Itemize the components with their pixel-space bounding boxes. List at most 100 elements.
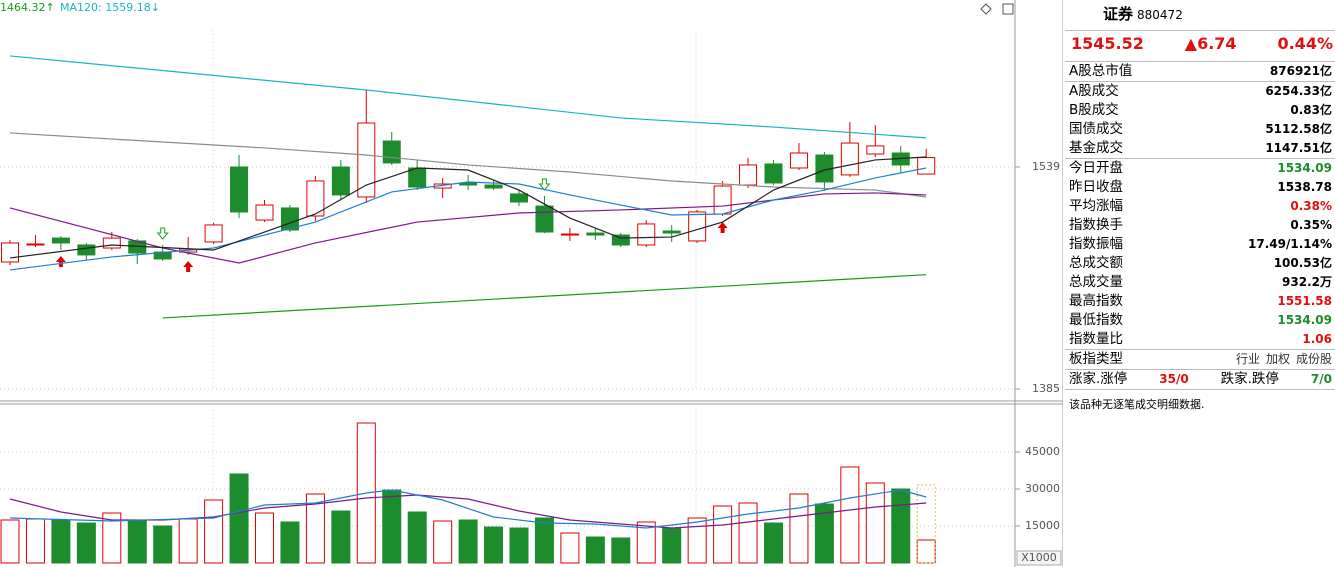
volume-bar [534,517,554,564]
price-change-pct: 0.44% [1277,34,1333,53]
stat-value: 1534.09 [1277,313,1332,327]
y-tick-label: 15000 [1025,519,1060,532]
type-option[interactable]: 加权 [1265,352,1290,366]
volume-bar [433,520,453,564]
volume-bar [662,527,682,564]
candle-body [866,145,885,155]
ma-line [9,132,927,198]
volume-bar [891,488,911,564]
candle-body [26,243,45,246]
volume-bar [331,510,351,564]
candle-body [637,223,656,246]
volume-bar [229,473,249,564]
stat-label: A股成交 [1069,83,1119,99]
stat-value: 6254.33亿 [1265,84,1332,98]
volume-bar [280,521,300,564]
projected-volume [916,484,936,564]
stat-value: 932.2万 [1282,275,1332,289]
stat-row: 国债成交 5112.58亿 [1065,120,1335,139]
volume-bar [255,512,274,564]
stat-value: 1147.51亿 [1265,141,1332,155]
stat-row: A股总市值 876921亿 [1065,62,1335,82]
stat-label: 指数振幅 [1069,236,1123,252]
ma-line [9,156,927,259]
volume-bar [0,519,20,564]
buy-signal [183,260,194,272]
stat-row: 今日开盘 1534.09 [1065,159,1335,178]
type-row: 板指类型 行业 加权 成份股 [1065,350,1335,370]
volume-bar [865,482,885,564]
candle-body [764,163,783,184]
volume-bar [127,519,147,564]
candle-body [840,142,859,176]
candle-body [459,182,478,186]
stat-row: 最高指数 1551.58 [1065,292,1335,311]
stat-label: 平均涨幅 [1069,198,1123,214]
volume-bar [407,511,427,564]
stat-value: 1551.58 [1277,294,1332,308]
stat-label: 最高指数 [1069,293,1123,309]
up-label: 涨家.涨停 [1069,371,1128,387]
volume-bar [611,537,631,564]
candle-body [739,164,758,186]
icon-diamond[interactable] [980,3,992,15]
candle-body [510,193,528,203]
candle-body [789,152,808,169]
volume-bar [840,466,860,564]
volume-bar [738,502,758,564]
stat-row: 最低指数 1534.09 [1065,311,1335,330]
quote-panel: 证券 880472 1545.52 ▲6.74 0.44% A股总市值 876921亿 A股成… [1065,0,1335,567]
stat-value: 5112.58亿 [1265,122,1332,136]
volume-bar [814,503,834,564]
candle-body [611,234,630,246]
buy-signal [55,256,66,268]
candle-body [586,232,605,236]
candle-body [484,184,503,189]
stat-label: 最低指数 [1069,312,1123,328]
y-tick-label: 30000 [1025,482,1060,495]
volume-bar [76,522,96,564]
type-option[interactable]: 行业 [1235,352,1260,366]
stat-value: 0.38% [1290,199,1332,213]
candle-body [306,180,325,217]
stat-label: 昨日收盘 [1069,179,1123,195]
stat-value: 876921亿 [1269,64,1332,78]
stat-row: 总成交量 932.2万 [1065,273,1335,292]
candle-body [51,237,70,244]
y-tick-label: 1539 [1032,160,1060,173]
stat-label: 国债成交 [1069,121,1123,137]
unit-box [1016,550,1062,566]
volume-bar [509,527,529,564]
stat-row: 基金成交 1147.51亿 [1065,139,1335,159]
stat-label: B股成交 [1069,102,1119,118]
stat-row: 平均涨幅 0.38% [1065,197,1335,216]
stat-label: 基金成交 [1069,140,1123,156]
volume-bar [458,519,478,564]
panel-header: 证券 880472 [1065,0,1335,31]
up-count: 35/0 [1159,372,1189,386]
stat-label: 总成交量 [1069,274,1123,290]
candle-body [535,205,554,233]
security-name: 证券 [1103,5,1134,23]
legend-item: MA120: 1559.18↓ [60,1,160,14]
volume-bar [484,526,504,564]
stat-row: A股成交 6254.33亿 [1065,82,1335,101]
volume-bar [713,505,733,564]
candle-body [382,140,401,164]
volume-bar [585,536,605,564]
stat-label: 今日开盘 [1069,160,1123,176]
volume-bar [305,493,325,564]
stat-row: 昨日收盘 1538.78 [1065,178,1335,197]
volume-bar [382,489,402,564]
volume-bar [764,522,783,564]
icon-window[interactable] [1002,3,1014,15]
volume-bar [789,493,809,564]
stat-value: 0.83亿 [1290,103,1332,117]
price-change: ▲6.74 [1184,34,1237,53]
candle-body [713,185,732,215]
type-option[interactable]: 成份股 [1295,352,1332,366]
candle-body [331,166,350,196]
ma-line [9,55,927,139]
ma-line [9,489,927,529]
